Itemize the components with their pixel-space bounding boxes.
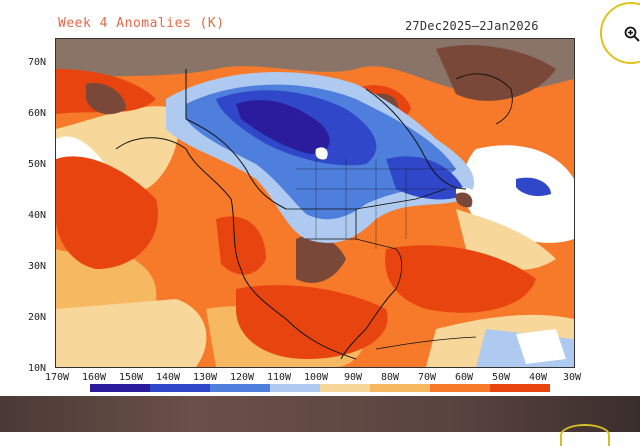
lat-label-50n: 50N [28, 159, 47, 170]
lon-label-170w: 170W [44, 372, 70, 383]
lon-label-160w: 160W [81, 372, 107, 383]
lon-label-150w: 150W [118, 372, 144, 383]
lon-label-60w: 60W [454, 372, 474, 383]
lon-label-30w: 30W [562, 372, 582, 383]
lon-label-90w: 90W [343, 372, 363, 383]
anomaly-map [55, 38, 575, 368]
lon-label-120w: 120W [229, 372, 255, 383]
zoom-in-icon [624, 26, 640, 42]
lat-label-10n: 10N [28, 363, 47, 374]
lat-label-70n: 70N [28, 57, 47, 68]
lon-label-100w: 100W [303, 372, 329, 383]
player-control-ring[interactable] [560, 424, 610, 446]
lon-label-110w: 110W [266, 372, 292, 383]
lon-label-80w: 80W [380, 372, 400, 383]
lon-label-70w: 70W [417, 372, 437, 383]
color-legend [90, 384, 550, 392]
lon-label-130w: 130W [192, 372, 218, 383]
zoom-in-button[interactable] [600, 2, 640, 64]
lon-label-140w: 140W [155, 372, 181, 383]
lat-label-40n: 40N [28, 210, 47, 221]
map-title: Week 4 Anomalies (K) [58, 16, 225, 31]
map-date-range: 27Dec2025–2Jan2026 [405, 19, 539, 33]
lat-label-60n: 60N [28, 108, 47, 119]
lat-label-20n: 20N [28, 312, 47, 323]
anomaly-field [56, 39, 574, 367]
video-overlay-strip [0, 396, 640, 432]
lon-label-40w: 40W [528, 372, 548, 383]
lat-label-30n: 30N [28, 261, 47, 272]
lon-label-50w: 50W [491, 372, 511, 383]
